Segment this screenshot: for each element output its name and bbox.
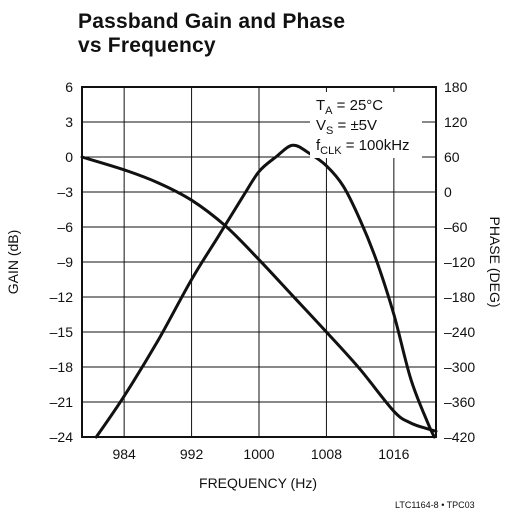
annotation-fclk: fCLK = 100kHz (316, 137, 410, 157)
phase-curve (94, 143, 436, 439)
frequency-tick-label: 1008 (311, 446, 342, 462)
gain-curve (80, 155, 438, 433)
y-left-axis-label: GAIN (dB) (5, 230, 21, 295)
frequency-tick-label: 1000 (243, 446, 274, 462)
annotation-box (310, 92, 422, 158)
gain-tick-label: 0 (65, 149, 73, 165)
gain-tick-label: 6 (65, 79, 73, 95)
gain-tick-label: –15 (50, 324, 74, 340)
x-axis-label: FREQUENCY (Hz) (199, 475, 317, 491)
gain-axis-ticks: 6 3 0 –3 –6 –9 –12 –15 –18 –21 –24 (50, 79, 74, 445)
phase-tick-label: –300 (444, 359, 475, 375)
frequency-tick-label: 992 (180, 446, 204, 462)
phase-tick-label: 0 (444, 184, 452, 200)
gain-tick-label: –3 (57, 184, 73, 200)
gain-tick-label: 3 (65, 114, 73, 130)
gain-tick-label: –12 (50, 289, 74, 305)
plot-frame (81, 86, 437, 438)
frequency-tick-label: 984 (112, 446, 136, 462)
phase-tick-label: 120 (444, 114, 468, 130)
phase-tick-label: –180 (444, 289, 475, 305)
frequency-axis-ticks: 984 992 1000 1008 1016 (112, 446, 409, 462)
annotation-ta: TA = 25°C (316, 97, 383, 117)
phase-tick-label: –120 (444, 254, 475, 270)
chart-title-line-2: vs Frequency (78, 34, 216, 57)
phase-tick-label: –60 (444, 219, 468, 235)
phase-tick-label: 180 (444, 79, 468, 95)
phase-tick-label: –360 (444, 394, 475, 410)
gain-tick-label: –18 (50, 359, 74, 375)
gain-tick-label: –21 (50, 394, 74, 410)
figure-code: LTC1164-8 • TPC03 (395, 500, 475, 510)
phase-tick-label: –240 (444, 324, 475, 340)
chart-title-line-1: Passband Gain and Phase (78, 10, 346, 33)
chart-title: Passband Gain and Phase vs Frequency (78, 10, 345, 58)
phase-tick-label: –420 (444, 429, 475, 445)
phase-tick-label: 60 (444, 149, 460, 165)
series-lines (80, 143, 438, 439)
annotation-vs: VS = ±5V (316, 117, 377, 137)
gain-tick-label: –24 (50, 429, 74, 445)
gain-tick-label: –6 (57, 219, 73, 235)
y-right-axis-label: PHASE (DEG) (487, 216, 503, 307)
phase-axis-ticks: 180 120 60 0 –60 –120 –180 –240 –300 –360 –420 (444, 79, 475, 445)
frequency-tick-label: 1016 (378, 446, 409, 462)
gain-tick-label: –9 (57, 254, 73, 270)
